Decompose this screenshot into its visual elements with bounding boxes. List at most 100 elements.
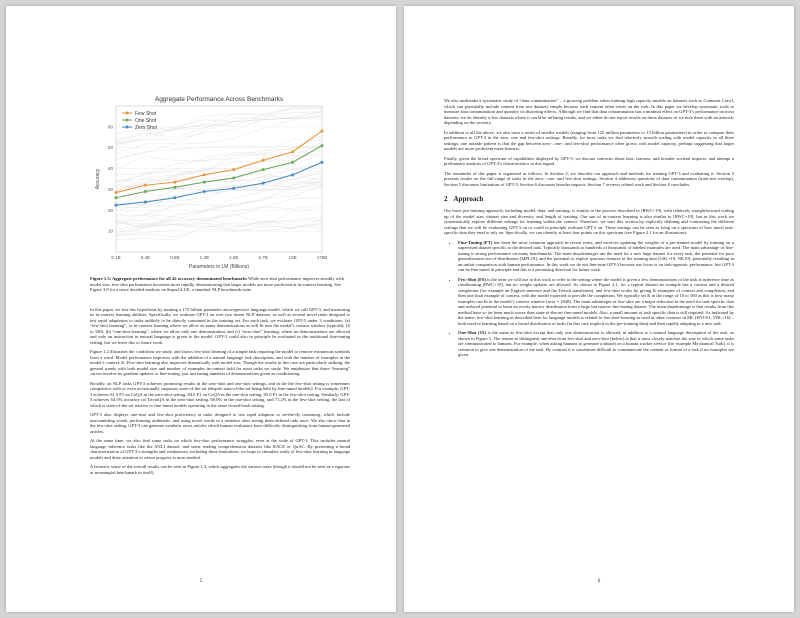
section-heading: 2 Approach <box>444 195 734 203</box>
benchmark-line <box>115 213 323 226</box>
paragraph: We also undertake a systematic study of … <box>444 98 734 125</box>
benchmark-line <box>115 207 323 233</box>
x-tick-label: 0.4B <box>141 255 150 260</box>
data-point <box>114 191 118 195</box>
series-line-few-shot <box>115 130 323 194</box>
benchmark-line <box>115 107 322 142</box>
data-point <box>320 129 324 133</box>
benchmark-line <box>115 141 323 192</box>
benchmark-line <box>115 146 323 160</box>
data-point <box>143 183 147 187</box>
data-point <box>143 190 147 194</box>
benchmark-line <box>115 219 323 241</box>
y-tick-label: 50 <box>108 145 114 150</box>
benchmark-line <box>115 182 323 226</box>
benchmark-line <box>115 181 323 211</box>
list-term: Few-Shot (FS) <box>458 276 486 282</box>
data-point <box>173 196 177 200</box>
benchmark-line <box>115 172 323 218</box>
list-item: One-Shot (1S) is the same as few-shot ex… <box>458 330 734 358</box>
page-6-content: We also undertake a systematic study of … <box>444 98 734 572</box>
page-number: 6 <box>597 579 601 584</box>
y-tick-label: 20 <box>108 208 114 213</box>
benchmark-line <box>115 135 323 194</box>
data-point <box>232 186 236 190</box>
section-title: Approach <box>453 195 484 203</box>
data-point <box>320 144 324 148</box>
data-point <box>261 168 265 172</box>
benchmark-line <box>115 111 323 141</box>
benchmark-line <box>115 145 323 183</box>
figure-caption: Figure 1.3: Aggregate performance for al… <box>90 276 350 293</box>
data-point <box>291 173 295 177</box>
benchmark-line <box>115 184 323 227</box>
benchmark-line <box>115 185 323 222</box>
list-text: has been the most common approach in rec… <box>458 239 734 273</box>
paragraph: Finally, given the broad spectrum of cap… <box>444 155 734 167</box>
data-point <box>202 180 206 184</box>
benchmark-line <box>115 205 323 230</box>
x-tick-label: 2.6B <box>229 255 238 260</box>
caption-text: While zero-shot performance improves ste… <box>90 276 344 292</box>
data-point <box>202 173 206 177</box>
data-point <box>232 176 236 180</box>
page-number: 5 <box>199 579 203 584</box>
plot-frame <box>115 105 323 253</box>
data-point <box>291 160 295 164</box>
paragraph: Figure 1.2 illustrates the conditions we… <box>90 349 350 376</box>
benchmark-line <box>115 139 323 175</box>
paragraph: Broadly, on NLP tasks GPT-3 achieves pro… <box>90 380 350 408</box>
paragraph: In addition to all the above, we also tr… <box>444 129 734 152</box>
benchmark-line <box>115 184 323 191</box>
page-5-content: Aggregate Performance Across Benchmarks 1… <box>90 92 350 572</box>
data-point <box>261 181 265 185</box>
benchmark-line <box>115 144 323 169</box>
benchmark-line <box>115 222 323 236</box>
data-point <box>114 196 118 200</box>
legend-label: One Shot <box>135 118 157 124</box>
data-point <box>232 168 236 172</box>
list-term: One-Shot (1S) <box>458 330 486 335</box>
paragraph: The remainder of this paper is organized… <box>444 170 734 187</box>
data-point <box>202 190 206 194</box>
data-point <box>261 158 265 162</box>
legend-label: Few Shot <box>135 111 157 117</box>
benchmark-line <box>115 150 323 186</box>
series-line-one-shot <box>115 145 323 199</box>
benchmark-line <box>115 196 323 236</box>
data-point <box>291 150 295 154</box>
legend-marker <box>125 111 129 115</box>
y-tick-label: 60 <box>108 124 114 129</box>
y-axis-label: Accuracy <box>95 168 101 189</box>
x-tick-label: 13B <box>289 255 297 260</box>
data-point <box>320 160 324 164</box>
list-item: Few-Shot (FS) is the term we will use in… <box>458 277 734 327</box>
data-point <box>114 203 118 207</box>
paragraph: At the same time, we also find some task… <box>90 438 350 460</box>
data-point <box>173 185 177 189</box>
legend-label: Zero Shot <box>135 125 158 131</box>
paragraph: In this paper, we test this hypothesis b… <box>90 306 350 345</box>
aggregate-performance-chart: Aggregate Performance Across Benchmarks 1… <box>95 96 327 270</box>
paragraph: A heuristic sense of the overall results… <box>90 464 350 475</box>
caption-bold: Figure 1.3: Aggregate performance for al… <box>90 276 247 281</box>
benchmark-line <box>115 220 323 234</box>
series-line-zero-shot <box>115 161 323 206</box>
figure-1-3: Aggregate Performance Across Benchmarks 1… <box>90 92 330 272</box>
x-tick-label: 1.3B <box>200 255 209 260</box>
legend-marker <box>125 118 129 122</box>
x-tick-label: 0.1B <box>111 255 120 260</box>
y-tick-label: 10 <box>108 229 114 234</box>
page-5: Aggregate Performance Across Benchmarks 1… <box>6 6 396 612</box>
benchmark-line <box>115 111 323 145</box>
list-item: Fine-Tuning (FT) has been the most commo… <box>458 240 734 273</box>
x-tick-label: 0.8B <box>170 255 179 260</box>
benchmark-line <box>115 111 323 154</box>
benchmark-line <box>115 163 323 208</box>
y-tick-label: 40 <box>108 166 114 171</box>
y-tick-label: 30 <box>108 187 114 192</box>
x-axis-label: Parameters in LM (Billions) <box>189 264 249 270</box>
benchmark-line <box>115 170 323 182</box>
data-point <box>173 180 177 184</box>
